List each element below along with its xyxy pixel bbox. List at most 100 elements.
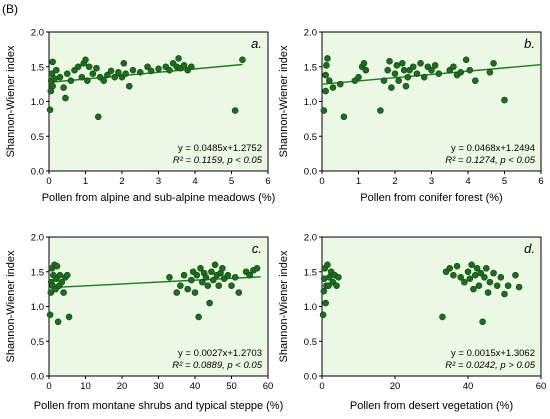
data-point <box>322 87 329 95</box>
data-point <box>484 289 492 296</box>
y-tick-label: 0.5 <box>304 132 317 143</box>
x-tick-label: 50 <box>226 381 237 392</box>
y-tick-label: 0.5 <box>304 337 317 348</box>
x-tick-label: 3 <box>429 176 434 187</box>
data-point <box>120 59 128 67</box>
data-point <box>62 94 69 102</box>
x-tick-label: 0 <box>46 176 51 187</box>
panel-label: a. <box>251 36 262 51</box>
data-point <box>435 70 443 77</box>
x-tick-label: 0 <box>319 381 324 392</box>
x-tick-label: 20 <box>117 381 128 392</box>
data-point <box>360 59 368 67</box>
regression-r2: R² = 0.0242, p > 0.05 <box>445 360 536 371</box>
x-tick-label: 60 <box>536 381 547 392</box>
y-axis-label: Shannon-Wiener index <box>5 250 17 362</box>
data-point <box>417 59 424 67</box>
x-axis-label: Pollen from alpine and sub-alpine meadow… <box>42 192 276 204</box>
x-tick-label: 0 <box>46 381 51 392</box>
x-tick-label: 2 <box>392 176 397 187</box>
x-tick-label: 5 <box>502 176 507 187</box>
data-point <box>395 77 402 84</box>
data-point <box>466 275 474 283</box>
data-point <box>104 71 111 79</box>
data-point <box>420 73 428 81</box>
data-point <box>202 274 210 281</box>
data-point <box>58 278 66 286</box>
x-tick-label: 5 <box>229 176 234 187</box>
y-tick-label: 1.0 <box>304 302 317 313</box>
chart-panel: 0.0 0.5 1.0 1.5 2.0 0 20 40 60 Pollen from desert… <box>278 233 546 413</box>
data-point <box>336 80 344 88</box>
data-point <box>413 70 421 77</box>
data-point <box>184 285 191 293</box>
panel-label: b. <box>524 36 535 51</box>
data-point <box>322 71 329 79</box>
data-point <box>486 278 494 286</box>
data-point <box>325 282 332 289</box>
data-point <box>322 299 329 307</box>
data-point <box>490 269 497 277</box>
y-tick-label: 0.0 <box>304 372 317 383</box>
data-point <box>468 261 475 269</box>
y-tick-label: 2.0 <box>304 233 317 244</box>
regression-equation: y = 0.0468x+1.2494 <box>451 143 535 154</box>
x-tick-label: 4 <box>465 176 470 187</box>
regression-r2: R² = 0.1159, p < 0.05 <box>173 155 263 166</box>
data-point <box>54 318 62 326</box>
regression-r2: R² = 0.1274, p < 0.05 <box>445 155 536 166</box>
x-tick-label: 30 <box>153 381 164 392</box>
data-point <box>404 73 412 81</box>
data-point <box>53 262 61 270</box>
data-point <box>147 67 155 75</box>
x-tick-label: 1 <box>83 176 88 187</box>
y-tick-label: 1.5 <box>304 62 317 73</box>
data-point <box>199 278 206 286</box>
data-point <box>384 66 392 74</box>
data-point <box>47 289 55 296</box>
data-point <box>446 264 454 272</box>
data-point <box>129 66 137 74</box>
data-point <box>428 66 435 74</box>
y-tick-label: 1.5 <box>304 267 317 278</box>
x-tick-label: 1 <box>356 176 361 187</box>
data-point <box>362 66 370 74</box>
data-point <box>479 318 486 326</box>
data-point <box>323 62 330 69</box>
data-point <box>56 73 64 81</box>
x-tick-label: 6 <box>538 176 543 187</box>
data-point <box>191 289 199 296</box>
data-point <box>82 56 89 64</box>
data-point <box>46 311 54 319</box>
data-point <box>173 289 181 296</box>
data-point <box>490 59 497 67</box>
data-point <box>215 282 223 289</box>
data-point <box>515 283 523 291</box>
y-tick-label: 0.5 <box>31 337 44 348</box>
data-point <box>231 274 239 281</box>
data-point <box>324 55 331 62</box>
regression-equation: y = 0.0485x+1.2752 <box>178 143 262 154</box>
x-tick-label: 60 <box>263 381 274 392</box>
data-point <box>144 63 151 71</box>
x-tick-label: 4 <box>192 176 197 187</box>
data-point <box>325 77 333 84</box>
data-point <box>84 77 91 84</box>
y-tick-label: 2.0 <box>31 28 44 39</box>
data-point <box>49 82 56 90</box>
data-point <box>329 84 337 91</box>
data-point <box>85 63 93 71</box>
data-point <box>473 264 481 272</box>
y-tick-label: 2.0 <box>31 233 44 244</box>
panel-label: c. <box>252 241 262 256</box>
data-point <box>51 75 58 82</box>
data-point <box>457 274 465 281</box>
x-axis-label: Pollen from montane shrubs and typical s… <box>34 400 283 412</box>
data-point <box>65 313 73 321</box>
data-point <box>320 287 328 295</box>
data-point <box>211 261 219 269</box>
regression-line <box>321 63 542 85</box>
data-point <box>512 271 519 279</box>
x-tick-label: 10 <box>80 381 91 392</box>
data-point <box>89 70 97 77</box>
